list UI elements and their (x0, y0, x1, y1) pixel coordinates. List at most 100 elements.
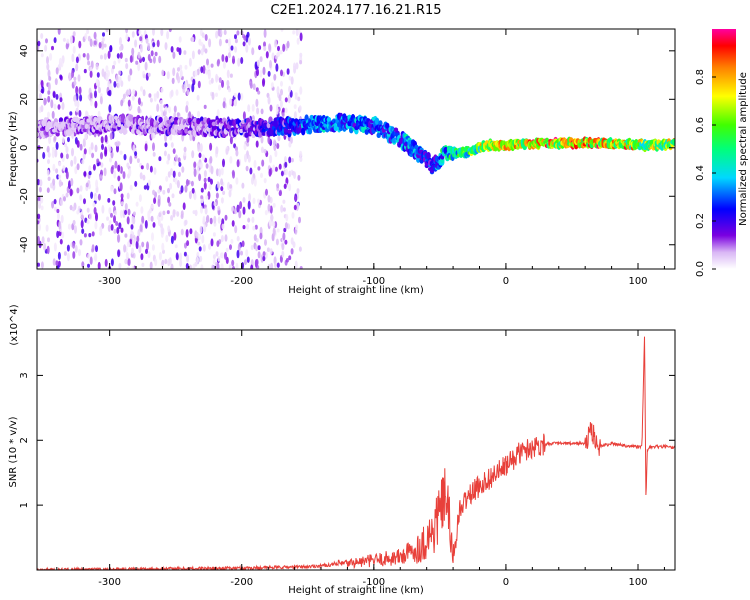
noise-blob (267, 195, 271, 203)
noise-blob (48, 135, 52, 145)
noise-blob (134, 39, 138, 48)
noise-blob (191, 150, 195, 159)
noise-blob (56, 230, 60, 239)
noise-blob (113, 81, 117, 88)
noise-blob (89, 213, 92, 220)
noise-blob (244, 153, 247, 163)
y-tick-label: 20 (19, 93, 30, 106)
noise-blob (202, 154, 205, 162)
noise-blob (299, 32, 303, 42)
noise-blob (290, 76, 294, 85)
noise-blob (207, 176, 211, 183)
noise-blob (40, 33, 44, 39)
noise-blob (109, 45, 113, 53)
noise-blob (153, 167, 157, 175)
noise-blob (65, 170, 69, 180)
noise-blob (175, 154, 178, 162)
noise-blob (129, 233, 133, 240)
ridge-blob (244, 132, 249, 138)
ridge-blob (129, 114, 134, 123)
noise-blob (55, 260, 59, 267)
noise-blob (246, 223, 249, 230)
noise-blob (110, 67, 114, 75)
noise-blob (157, 198, 161, 208)
noise-blob (88, 170, 92, 176)
noise-blob (55, 93, 59, 100)
noise-blob (180, 228, 184, 236)
noise-blob (210, 63, 214, 68)
noise-blob (238, 210, 242, 219)
noise-blob (256, 68, 259, 77)
noise-blob (281, 242, 285, 251)
noise-blob (296, 37, 300, 45)
noise-blob (51, 150, 55, 159)
noise-blob (119, 150, 123, 155)
noise-blob (137, 105, 141, 114)
noise-blob (197, 49, 201, 55)
noise-blob (269, 248, 273, 255)
noise-blob (146, 241, 149, 251)
noise-blob (193, 168, 197, 178)
noise-blob (210, 77, 214, 84)
noise-blob (216, 240, 220, 247)
noise-blob (296, 188, 300, 194)
noise-blob (247, 37, 251, 46)
noise-blob (177, 171, 181, 177)
noise-blob (274, 262, 277, 269)
noise-blob (193, 193, 197, 201)
noise-blob (55, 168, 59, 174)
noise-blob (47, 111, 50, 119)
noise-blob (293, 104, 297, 109)
noise-blob (251, 216, 255, 223)
noise-blob (298, 105, 302, 112)
x-tick-label: -100 (362, 577, 385, 588)
noise-blob (127, 99, 131, 107)
noise-blob (87, 253, 91, 259)
noise-blob (142, 174, 146, 181)
noise-blob (251, 208, 255, 215)
noise-blob (201, 32, 205, 38)
noise-blob (229, 73, 233, 78)
noise-blob (83, 233, 87, 238)
noise-blob (299, 150, 303, 158)
noise-blob (202, 65, 206, 74)
noise-blob (148, 93, 152, 98)
y-tick-label: -40 (19, 237, 30, 253)
noise-blob (64, 143, 68, 148)
noise-blob (229, 184, 233, 189)
noise-blob (215, 146, 219, 155)
noise-blob (79, 239, 83, 246)
noise-blob (116, 227, 120, 234)
noise-blob (212, 232, 216, 237)
noise-blob (59, 238, 63, 245)
noise-blob (138, 194, 142, 203)
noise-blob (284, 161, 288, 168)
noise-blob (113, 170, 117, 179)
ridge-blob (117, 120, 122, 128)
noise-blob (92, 164, 96, 171)
noise-blob (208, 183, 212, 191)
ridge-blob (82, 128, 88, 133)
noise-blob (180, 210, 184, 218)
ridge-blob (376, 132, 381, 138)
noise-blob (59, 97, 63, 103)
noise-blob (129, 184, 133, 191)
noise-blob (161, 242, 165, 251)
noise-blob (251, 104, 255, 112)
noise-blob (41, 86, 45, 94)
noise-blob (47, 151, 51, 158)
noise-blob (144, 143, 148, 152)
noise-blob (156, 103, 160, 113)
noise-blob (279, 100, 283, 108)
noise-blob (203, 104, 207, 109)
noise-blob (71, 53, 75, 63)
noise-blob (94, 100, 98, 109)
noise-blob (125, 33, 129, 41)
noise-blob (107, 50, 111, 59)
noise-blob (222, 190, 226, 195)
noise-blob (93, 40, 97, 46)
noise-blob (281, 112, 285, 118)
noise-blob (236, 159, 240, 168)
noise-blob (225, 148, 229, 155)
noise-blob (67, 223, 71, 230)
